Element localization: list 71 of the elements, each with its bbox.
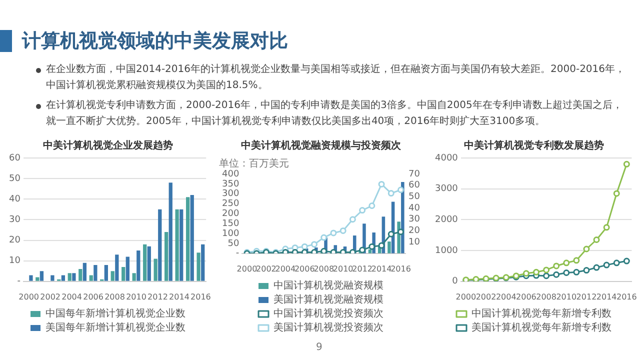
x-tick-label: 2006 (294, 264, 315, 274)
y-tick-label: 150 (222, 218, 240, 229)
x-tick-label: 2010 (126, 292, 146, 302)
y-tick-label: 50 (9, 174, 21, 184)
y2-tick-label: 60 (408, 180, 420, 191)
legend-label: 中国每年新增计算机视觉企业数 (46, 308, 186, 320)
legend-label: 中国计算机视觉每年新增专利数 (472, 308, 612, 320)
y-axis-title: 单位：百万美元 (219, 158, 289, 170)
y-tick-label: 1000 (435, 246, 458, 256)
y-tick-label: 100 (222, 228, 240, 239)
x-tick-label: 2000 (456, 292, 476, 302)
x-tick-label: 2002 (256, 264, 276, 274)
x-tick-label: 2002 (40, 292, 60, 302)
x-tick-label: 2012 (352, 264, 372, 274)
x-tick-label: 2014 (169, 292, 190, 302)
text: 在企业数方面，中国2014-2016年的计算机视觉企业数量与美国相等或接近，但在融资方面与美国仍有较大差距。2000-2016年，中国计算机视觉累积融资规模仅为美国的18.5%。 (46, 62, 626, 93)
y-tick-label: 20 (9, 236, 21, 246)
y2-tick-label: 20 (408, 226, 420, 236)
y-tick-label: 400 (222, 169, 240, 180)
legend-label: 中国计算机视觉融资规模 (274, 280, 384, 292)
x-tick-label: 2004 (62, 292, 82, 302)
x-tick-label: 2008 (536, 292, 556, 302)
x-tick-label: 2016 (190, 292, 211, 302)
y2-tick-label: 40 (408, 203, 420, 214)
y-tick-label: 350 (222, 179, 240, 190)
y2-tick-label: 50 (408, 192, 420, 202)
x-tick-label: 2010 (332, 264, 354, 274)
y-tick-label: 2000 (435, 215, 458, 226)
chart-title: 中美计算机视觉融资规模与投资频次 (241, 140, 402, 152)
y-tick-label: 4000 (435, 153, 458, 164)
x-tick-label: 2002 (476, 292, 496, 302)
x-tick-label: 2012 (148, 292, 168, 302)
y-tick-label: 0 (452, 276, 458, 287)
y-tick-label: - (236, 248, 240, 259)
x-tick-label: 2006 (516, 292, 536, 302)
x-tick-label: 2010 (556, 292, 577, 302)
y2-tick-label: 10 (408, 237, 420, 248)
y-tick-label: 40 (9, 194, 21, 204)
y-tick-label: 300 (222, 189, 240, 200)
y-tick-label: 250 (222, 199, 240, 210)
y-tick-label: 30 (9, 215, 21, 226)
text: 9 (316, 342, 322, 353)
chart-title: 中美计算机视觉企业发展趋势 (43, 140, 173, 152)
x-tick-label: 2014 (596, 292, 617, 302)
x-tick-label: 2008 (104, 292, 125, 302)
y2-tick-label: 70 (408, 169, 420, 180)
y2-tick-label: 30 (408, 214, 420, 225)
legend-label: 美国计算机视觉融资规模 (274, 294, 384, 306)
legend-label: 美国每年新增计算机视觉企业数 (46, 322, 186, 334)
x-tick-label: 2000 (18, 292, 40, 302)
y-tick-label: 200 (222, 209, 240, 220)
x-tick-label: 2016 (616, 292, 637, 302)
y-tick-label: 3000 (435, 184, 458, 194)
text: 计算机视觉领域的中美发展对比 (22, 29, 288, 54)
x-tick-label: 2008 (314, 264, 334, 274)
y-tick-label: 50 (228, 238, 240, 249)
legend-label: 美国计算机视觉每年新增专利数 (472, 322, 612, 334)
legend-label: 美国计算机视觉投资频次 (274, 322, 384, 334)
y-tick-label: - (17, 276, 20, 287)
x-tick-label: 2000 (236, 264, 258, 274)
y-tick-label: 10 (9, 256, 21, 266)
chart-title: 中美计算机视觉专利数发展趋势 (464, 140, 604, 152)
x-tick-label: 2004 (275, 264, 296, 274)
x-tick-label: 2006 (83, 292, 104, 302)
x-tick-label: 2012 (576, 292, 597, 302)
legend-label: 中国计算机视觉投资频次 (274, 308, 384, 320)
y-tick-label: 60 (9, 153, 21, 164)
x-tick-label: 2014 (371, 264, 392, 274)
x-tick-label: 2004 (496, 292, 516, 302)
x-tick-label: 2016 (390, 264, 411, 274)
text: 在计算机视觉专利申请数方面，2000-2016年，中国的专利申请数是美国的3倍多。中国自2005年在专利申请数上超过美国之后，就一直不断扩大优势。2005年，中国计算机视觉专利申请数仅比美国多出40项，2016年时则扩大至3100多项。 (46, 98, 624, 129)
